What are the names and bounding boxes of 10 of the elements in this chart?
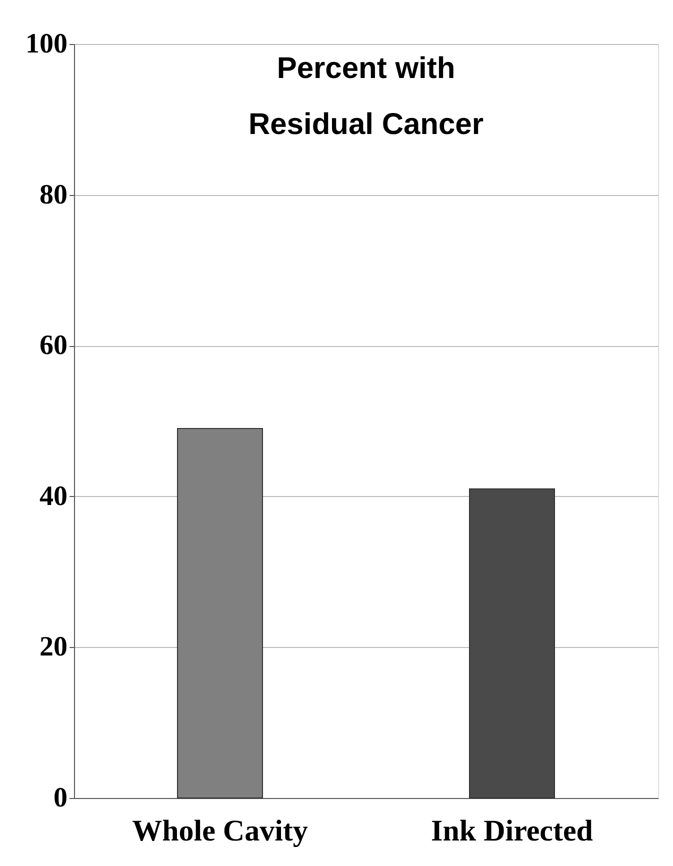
y-tick-label: 40 [40,480,68,512]
y-tick-label: 60 [40,330,68,362]
y-tick-label: 80 [40,179,68,210]
x-tick-label: Whole Cavity [132,814,308,848]
y-tick-label: 0 [54,782,68,814]
text: Percent with [276,52,456,85]
y-tick-label: 20 [40,632,68,663]
text: Residual Cancer [248,108,484,141]
y-tick-label: 100 [26,28,68,60]
x-tick-label: Ink Directed [431,814,594,848]
